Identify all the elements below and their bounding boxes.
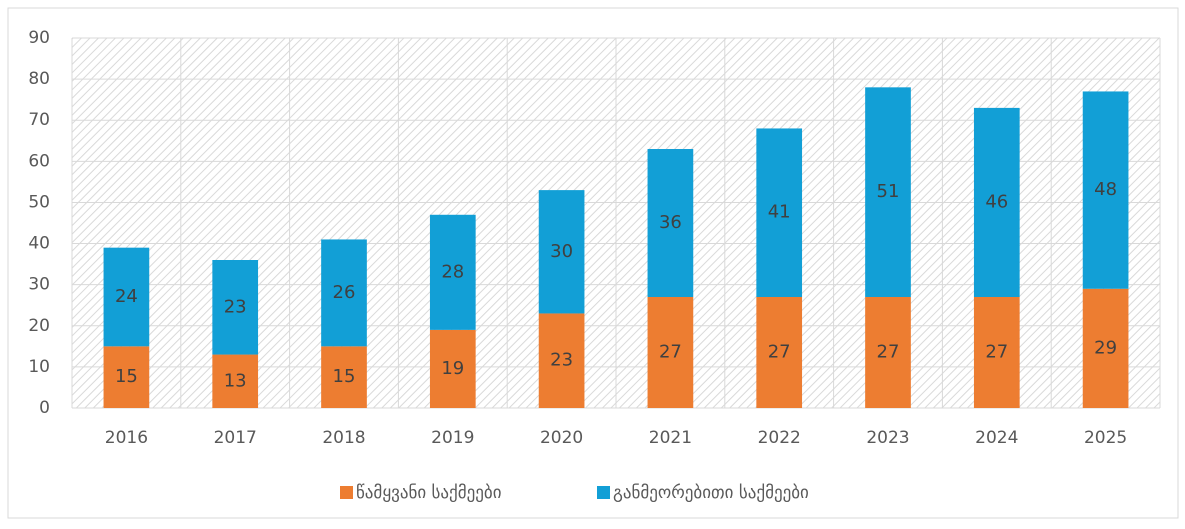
data-label: 46 xyxy=(985,191,1008,212)
bar-segment xyxy=(647,297,694,408)
data-label: 28 xyxy=(441,261,464,282)
bar-segment xyxy=(973,107,1020,297)
data-label: 29 xyxy=(1094,337,1117,358)
y-tick-label: 30 xyxy=(28,275,50,295)
y-tick-label: 90 xyxy=(28,28,50,48)
data-label: 15 xyxy=(115,366,138,387)
data-label: 41 xyxy=(768,202,791,223)
x-tick-label: 2022 xyxy=(758,428,801,448)
bar-segment xyxy=(103,346,150,408)
legend-label: განმეორებითი საქმეები xyxy=(613,483,809,503)
y-tick-label: 50 xyxy=(28,192,50,212)
data-label: 13 xyxy=(224,370,247,391)
legend-label: წამყვანი საქმეები xyxy=(356,483,502,503)
data-label: 27 xyxy=(877,342,900,363)
y-tick-label: 0 xyxy=(39,398,50,418)
bar-segment xyxy=(212,260,259,355)
bar-segment xyxy=(538,313,585,408)
data-label: 51 xyxy=(877,181,900,202)
legend-swatch xyxy=(597,486,610,499)
bar-segment xyxy=(321,239,367,347)
bar-segment xyxy=(103,247,150,347)
y-tick-label: 60 xyxy=(28,151,50,171)
data-label: 27 xyxy=(768,342,791,363)
data-label: 23 xyxy=(550,350,573,371)
y-tick-label: 10 xyxy=(28,357,50,377)
y-tick-label: 70 xyxy=(28,110,50,130)
bar-segment xyxy=(212,354,259,408)
bar-segment xyxy=(429,214,476,330)
data-label: 23 xyxy=(224,296,247,317)
bar-segment xyxy=(321,346,367,408)
x-tick-label: 2021 xyxy=(649,428,692,448)
x-tick-label: 2024 xyxy=(975,428,1018,448)
bar-segment xyxy=(647,149,694,297)
bar-segment xyxy=(756,297,803,408)
data-label: 30 xyxy=(550,241,573,262)
data-label: 27 xyxy=(659,342,682,363)
bar-segment xyxy=(538,190,585,314)
y-tick-label: 20 xyxy=(28,316,50,336)
bar-segment xyxy=(1082,288,1129,408)
x-tick-label: 2018 xyxy=(322,428,365,448)
data-label: 48 xyxy=(1094,179,1117,200)
x-tick-label: 2019 xyxy=(431,428,474,448)
bar-segment xyxy=(865,87,911,297)
data-label: 36 xyxy=(659,212,682,233)
x-tick-label: 2020 xyxy=(540,428,583,448)
data-label: 15 xyxy=(333,366,356,387)
x-tick-label: 2025 xyxy=(1084,428,1127,448)
data-label: 19 xyxy=(441,358,464,379)
legend-swatch xyxy=(340,486,353,499)
y-tick-label: 40 xyxy=(28,234,50,254)
x-tick-label: 2023 xyxy=(866,428,909,448)
bar-segment xyxy=(429,329,476,408)
bar-segment xyxy=(973,297,1020,408)
data-label: 26 xyxy=(333,282,356,303)
data-label: 27 xyxy=(985,342,1008,363)
data-label: 24 xyxy=(115,286,138,307)
x-tick-label: 2017 xyxy=(214,428,257,448)
bar-segment xyxy=(756,128,803,297)
y-tick-label: 80 xyxy=(28,69,50,89)
bar-segment xyxy=(1082,91,1129,289)
x-tick-label: 2016 xyxy=(105,428,148,448)
bar-segment xyxy=(865,297,911,408)
